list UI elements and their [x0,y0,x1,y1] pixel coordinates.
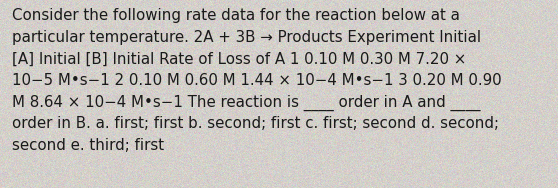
Text: Consider the following rate data for the reaction below at a: Consider the following rate data for the… [12,8,460,24]
Text: second e. third; first: second e. third; first [12,138,165,153]
Text: [A] Initial [B] Initial Rate of Loss of A 1 0.10 M 0.30 M 7.20 ×: [A] Initial [B] Initial Rate of Loss of … [12,52,466,67]
Text: M 8.64 × 10−4 M•s−1 The reaction is ____ order in A and ____: M 8.64 × 10−4 M•s−1 The reaction is ____… [12,95,481,111]
Text: order in B. a. first; first b. second; first c. first; second d. second;: order in B. a. first; first b. second; f… [12,116,499,131]
Text: particular temperature. 2A + 3B → Products Experiment Initial: particular temperature. 2A + 3B → Produc… [12,30,482,45]
Text: 10−5 M•s−1 2 0.10 M 0.60 M 1.44 × 10−4 M•s−1 3 0.20 M 0.90: 10−5 M•s−1 2 0.10 M 0.60 M 1.44 × 10−4 M… [12,73,502,88]
